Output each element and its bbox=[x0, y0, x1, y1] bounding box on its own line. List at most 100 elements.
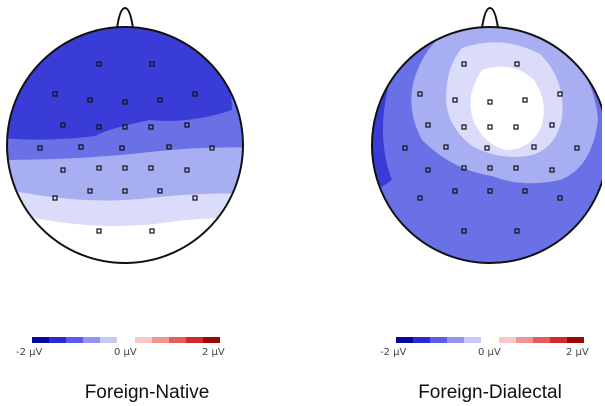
electrode-marker bbox=[52, 195, 58, 201]
electrode-marker bbox=[96, 61, 102, 67]
electrode-marker bbox=[149, 61, 155, 67]
electrode-marker bbox=[461, 165, 467, 171]
electrode-marker bbox=[452, 188, 458, 194]
scalp-outline bbox=[6, 26, 244, 264]
electrode-marker bbox=[514, 228, 520, 234]
colorbar bbox=[396, 337, 585, 343]
nose-outline bbox=[481, 6, 499, 29]
electrode-marker bbox=[192, 91, 198, 97]
colorbar-tick-max: 2 µV bbox=[566, 347, 589, 358]
electrode-marker bbox=[122, 165, 128, 171]
colorbar-segment bbox=[66, 337, 84, 343]
electrode-marker bbox=[87, 97, 93, 103]
electrode-marker bbox=[557, 91, 563, 97]
electrode-marker bbox=[87, 188, 93, 194]
electrode-marker bbox=[417, 91, 423, 97]
electrode-marker bbox=[487, 165, 493, 171]
electrode-marker bbox=[461, 228, 467, 234]
colorbar-segment bbox=[202, 337, 221, 343]
electrode-marker bbox=[461, 61, 467, 67]
colorbar-tick-zero: 0 µV bbox=[478, 347, 501, 358]
electrode-marker bbox=[484, 145, 490, 151]
colorbar-segment bbox=[464, 337, 482, 343]
colorbar-segment bbox=[498, 337, 516, 343]
electrode-marker bbox=[461, 124, 467, 130]
electrode-marker bbox=[60, 167, 66, 173]
electrode-marker bbox=[522, 97, 528, 103]
electrode-marker bbox=[425, 167, 431, 173]
electrode-marker bbox=[166, 144, 172, 150]
electrode-marker bbox=[184, 122, 190, 128]
colorbar-segment bbox=[168, 337, 186, 343]
colorbar-segment bbox=[151, 337, 169, 343]
electrode-marker bbox=[122, 124, 128, 130]
colorbar-segment bbox=[32, 337, 50, 343]
electrode-marker bbox=[157, 97, 163, 103]
colorbar-segment bbox=[447, 337, 465, 343]
colorbar-segment bbox=[49, 337, 67, 343]
colorbar-segment bbox=[134, 337, 152, 343]
colorbar-segment bbox=[396, 337, 414, 343]
electrode-marker bbox=[157, 188, 163, 194]
electrode-marker bbox=[78, 144, 84, 150]
electrode-marker bbox=[209, 145, 215, 151]
electrode-marker bbox=[52, 91, 58, 97]
scalp-map-foreign-dialectal bbox=[371, 6, 602, 264]
colorbar-tick-min: -2 µV bbox=[380, 347, 407, 358]
topomap-panel-foreign-dialectal: -2 µV 0 µV 2 µV Foreign-Dialectal bbox=[302, 0, 602, 406]
electrode-marker bbox=[122, 99, 128, 105]
electrode-marker bbox=[402, 145, 408, 151]
colorbar-segment bbox=[413, 337, 431, 343]
electrode-marker bbox=[513, 165, 519, 171]
colorbar-tick-min: -2 µV bbox=[16, 347, 43, 358]
electrode-marker bbox=[148, 124, 154, 130]
colorbar-segment bbox=[549, 337, 567, 343]
electrode-marker bbox=[148, 165, 154, 171]
colorbar-segment bbox=[532, 337, 550, 343]
electrode-marker bbox=[487, 188, 493, 194]
colorbar-segment bbox=[100, 337, 118, 343]
colorbar-segment bbox=[83, 337, 101, 343]
electrode-marker bbox=[549, 122, 555, 128]
colorbar bbox=[32, 337, 221, 343]
electrode-marker bbox=[184, 167, 190, 173]
topomap-panel-foreign-native: -2 µV 0 µV 2 µV Foreign-Native bbox=[0, 0, 300, 406]
electrode-marker bbox=[417, 195, 423, 201]
electrode-marker bbox=[96, 165, 102, 171]
colorbar-segment bbox=[430, 337, 448, 343]
electrode-marker bbox=[60, 122, 66, 128]
electrode-marker bbox=[122, 188, 128, 194]
electrode-marker bbox=[531, 144, 537, 150]
electrode-marker bbox=[487, 99, 493, 105]
colorbar-tick-max: 2 µV bbox=[202, 347, 225, 358]
scalp-map-foreign-native bbox=[6, 6, 244, 264]
electrode-marker bbox=[192, 195, 198, 201]
electrode-marker bbox=[37, 145, 43, 151]
electrode-marker bbox=[119, 145, 125, 151]
electrode-marker bbox=[514, 61, 520, 67]
electrode-marker bbox=[574, 145, 580, 151]
colorbar-segment bbox=[117, 337, 135, 343]
electrode-marker bbox=[513, 124, 519, 130]
electrode-marker bbox=[487, 124, 493, 130]
condition-label: Foreign-Dialectal bbox=[418, 382, 562, 403]
colorbar-segment bbox=[515, 337, 533, 343]
electrode-marker bbox=[96, 228, 102, 234]
condition-label: Foreign-Native bbox=[84, 382, 210, 403]
electrode-group bbox=[402, 61, 580, 234]
electrode-marker bbox=[149, 228, 155, 234]
electrode-marker bbox=[96, 124, 102, 130]
nose-outline bbox=[116, 6, 134, 29]
colorbar-segment bbox=[566, 337, 585, 343]
colorbar-segment bbox=[481, 337, 499, 343]
electrode-group bbox=[37, 61, 215, 234]
electrode-marker bbox=[425, 122, 431, 128]
electrode-marker bbox=[452, 97, 458, 103]
colorbar-segment bbox=[185, 337, 203, 343]
colorbar-tick-zero: 0 µV bbox=[114, 347, 137, 358]
electrode-marker bbox=[557, 195, 563, 201]
electrode-marker bbox=[522, 188, 528, 194]
electrode-marker bbox=[549, 167, 555, 173]
scalp-outline bbox=[371, 26, 602, 264]
electrode-marker bbox=[443, 144, 449, 150]
